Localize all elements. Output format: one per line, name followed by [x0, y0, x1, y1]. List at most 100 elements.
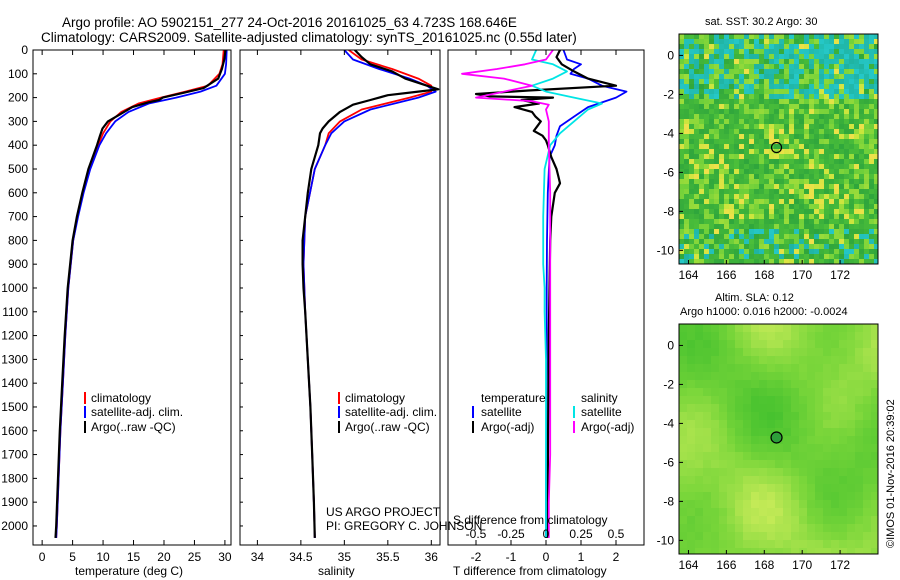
map-cell	[829, 114, 835, 120]
map-cell	[729, 99, 735, 105]
map-cell	[823, 340, 832, 349]
map-cell	[804, 249, 810, 255]
map-cell	[754, 59, 760, 65]
map-cell	[831, 532, 840, 541]
map-cell	[859, 249, 865, 255]
difference-panel: -2 -1 0 1 2 -0.5 -0.25 0 0.25 0.5 S difference f…	[447, 49, 645, 578]
map-cell	[734, 59, 740, 65]
map-cell	[774, 119, 780, 125]
map-cell	[729, 164, 735, 170]
map-lon-tick-label: 170	[792, 268, 812, 282]
map-cell	[849, 169, 855, 175]
map-cell	[844, 79, 850, 85]
map-cell	[783, 548, 792, 554]
map-cell	[823, 404, 832, 413]
map-cell	[869, 244, 875, 250]
map-cell	[859, 159, 865, 165]
map-cell	[735, 412, 744, 421]
map-cell	[779, 259, 785, 264]
map-cell	[703, 444, 712, 453]
map-cell	[684, 74, 690, 80]
map-cell	[831, 436, 840, 445]
map-cell	[864, 169, 870, 175]
map-cell	[863, 380, 872, 389]
map-cell	[863, 476, 872, 485]
map-cell	[819, 44, 825, 50]
map-cell	[864, 259, 870, 264]
map-cell	[724, 124, 730, 130]
map-cell	[759, 44, 765, 50]
map-cell	[809, 244, 815, 250]
map-cell	[869, 164, 875, 170]
map-cell	[799, 532, 808, 541]
map-lon-tick-label: 166	[716, 268, 736, 282]
depth-tick-label: 200	[8, 91, 28, 105]
map-cell	[784, 54, 790, 60]
map-cell	[794, 154, 800, 160]
map-cell	[759, 548, 768, 554]
map-cell	[687, 436, 696, 445]
map-cell	[754, 154, 760, 160]
map-cell	[719, 69, 725, 75]
map-cell	[784, 34, 790, 40]
map-cell	[829, 219, 835, 225]
map-cell	[874, 234, 878, 240]
map-cell	[719, 356, 728, 365]
map-cell	[679, 169, 685, 175]
map-cell	[727, 524, 736, 533]
map-cell	[804, 174, 810, 180]
map-cell	[834, 109, 840, 115]
map-cell	[714, 84, 720, 90]
map-cell	[779, 209, 785, 215]
s-difference-x-ticks: -0.5 -0.25 0 0.25 0.5	[466, 527, 625, 541]
map-cell	[734, 199, 740, 205]
map-cell	[719, 500, 728, 509]
map-cell	[759, 224, 765, 230]
map-cell	[764, 209, 770, 215]
map-cell	[709, 44, 715, 50]
map-cell	[814, 154, 820, 160]
map-cell	[679, 94, 685, 100]
map-cell	[734, 119, 740, 125]
map-cell	[724, 254, 730, 260]
map-cell	[829, 229, 835, 235]
map-cell	[864, 94, 870, 100]
map-cell	[759, 516, 768, 525]
map-cell	[714, 99, 720, 105]
map-cell	[749, 259, 755, 264]
map-cell	[724, 244, 730, 250]
map-cell	[774, 189, 780, 195]
map-cell	[839, 49, 845, 55]
map-cell	[727, 388, 736, 397]
map-cell	[735, 452, 744, 461]
map-cell	[799, 412, 808, 421]
map-cell	[751, 372, 760, 381]
map-cell	[789, 74, 795, 80]
map-cell	[809, 249, 815, 255]
map-cell	[819, 129, 825, 135]
map-cell	[764, 109, 770, 115]
map-cell	[729, 94, 735, 100]
map-cell	[769, 39, 775, 45]
map-cell	[774, 249, 780, 255]
map-cell	[703, 524, 712, 533]
map-cell	[814, 129, 820, 135]
map-cell	[749, 44, 755, 50]
map-cell	[744, 234, 750, 240]
map-cell	[855, 516, 864, 525]
map-cell	[759, 39, 765, 45]
map-cell	[789, 144, 795, 150]
map-cell	[791, 484, 800, 493]
map-cell	[779, 219, 785, 225]
map-cell	[864, 184, 870, 190]
map-cell	[769, 119, 775, 125]
map-cell	[871, 492, 878, 501]
map-cell	[679, 199, 685, 205]
map-cell	[759, 436, 768, 445]
map-cell	[724, 89, 730, 95]
map-cell	[809, 149, 815, 155]
salinity-x-tick-label: 36	[425, 550, 439, 564]
map-cell	[789, 214, 795, 220]
map-cell	[709, 114, 715, 120]
map-cell	[754, 174, 760, 180]
